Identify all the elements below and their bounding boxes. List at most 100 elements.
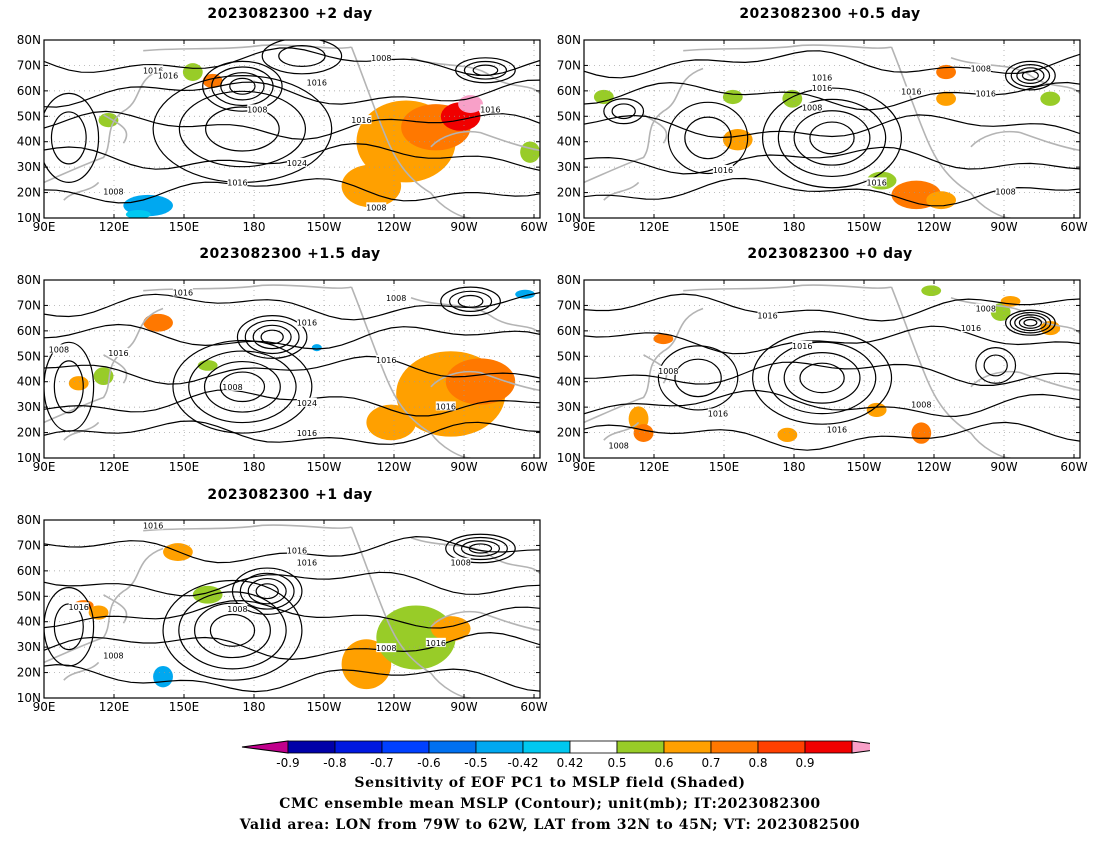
contour-label: 1008 [103, 651, 123, 660]
lon-tick-label: 90W [450, 220, 477, 234]
colorbar-label: 0.7 [701, 756, 720, 770]
colorbar-bin [428, 740, 477, 754]
sensitivity-shading [445, 358, 516, 405]
colorbar-high-triangle [851, 740, 870, 754]
pressure-center-contour [239, 572, 295, 610]
lat-tick-label: 50N [17, 349, 41, 363]
lat-tick-label: 10N [557, 211, 581, 225]
pressure-center-contour [172, 339, 313, 434]
lat-tick-label: 10N [17, 691, 41, 705]
lon-tick-label: 150E [169, 700, 200, 714]
lat-tick-label: 60N [17, 564, 41, 578]
contour-label: 1016 [901, 88, 921, 97]
contour-label: 1016 [812, 84, 832, 93]
lat-tick-label: 40N [17, 375, 41, 389]
pressure-center-contour [252, 324, 292, 350]
contour-label: 1024 [297, 399, 317, 408]
lat-tick-label: 60N [17, 324, 41, 338]
colorbar-bin [287, 740, 336, 754]
contour-label: 1016 [227, 178, 247, 187]
contour-label: 1016 [287, 546, 307, 555]
colorbar-bin [663, 740, 712, 754]
sensitivity-shading [936, 91, 956, 106]
lon-tick-label: 150W [307, 460, 342, 474]
pressure-center-contour [194, 602, 271, 659]
pressure-center-contour [1005, 309, 1056, 336]
lon-tick-label: 60W [1060, 220, 1087, 234]
sensitivity-shading [633, 424, 654, 442]
pressure-center-contour [220, 72, 265, 101]
colorbar-label: -0.42 [507, 756, 538, 770]
lat-tick-label: 20N [17, 426, 41, 440]
lat-tick-label: 10N [17, 451, 41, 465]
contour-label: 1016 [351, 116, 371, 125]
sensitivity-shading [921, 285, 942, 297]
contour-label: 1008 [995, 187, 1015, 196]
isobar-contour [44, 178, 540, 204]
isobar-contour [44, 599, 540, 629]
isobar-contour [44, 631, 540, 661]
pressure-center-contour [1021, 70, 1039, 81]
lat-tick-label: 30N [17, 400, 41, 414]
pressure-center-contour [684, 116, 732, 160]
colorbar-label: -0.8 [323, 756, 346, 770]
contour-label: 1016 [792, 342, 812, 351]
map-panel-plus-1-5-day: 1016 1008 1008 1016 1016 1016 1008 1024 1016 1016… [17, 273, 548, 474]
sensitivity-shading [430, 616, 471, 642]
pressure-center-contour [53, 360, 84, 414]
sensitivity-shading [515, 289, 536, 299]
contour-label: 1016 [827, 426, 847, 435]
colorbar-bin [757, 740, 806, 754]
lon-tick-label: 90W [450, 700, 477, 714]
pressure-center-contour [261, 40, 343, 75]
map-panel-plus-2-day: 1016101610081016100810161024101610081016… [17, 33, 548, 234]
lon-tick-label: 150E [709, 220, 740, 234]
lat-tick-label: 70N [17, 298, 41, 312]
caption-line-2: CMC ensemble mean MSLP (Contour); unit(m… [279, 796, 821, 812]
sensitivity-shading [653, 333, 674, 345]
lat-tick-label: 70N [557, 58, 581, 72]
colorbar-label: 0.42 [557, 756, 584, 770]
contour-label: 1016 [143, 66, 163, 75]
colorbar-bin [804, 740, 853, 754]
contour-label: 1016 [757, 312, 777, 321]
lat-tick-label: 80N [557, 273, 581, 287]
pressure-center-contour [455, 57, 516, 84]
pressure-center-contour [460, 540, 501, 557]
sensitivity-shading [1040, 91, 1061, 106]
lat-tick-label: 60N [17, 84, 41, 98]
lon-tick-label: 150W [847, 460, 882, 474]
contour-label: 1016 [69, 603, 89, 612]
isobar-contour [44, 571, 540, 597]
contour-label: 1008 [49, 345, 69, 354]
colorbar-bin [569, 740, 618, 754]
colorbar-label: 0.8 [748, 756, 767, 770]
pressure-center-contour [1014, 314, 1047, 332]
pressure-center-contour [453, 536, 508, 561]
panel-title-2: 2023082300 +0.5 day [739, 6, 921, 22]
lat-tick-label: 50N [17, 109, 41, 123]
sensitivity-shading [926, 191, 956, 210]
pressure-center-contour [793, 110, 871, 166]
lat-tick-label: 80N [17, 273, 41, 287]
pressure-center-contour [674, 358, 722, 398]
isobar-contour [584, 146, 1080, 175]
sensitivity-shading [722, 89, 743, 105]
lon-tick-label: 120E [639, 220, 670, 234]
colorbar-label: -0.9 [276, 756, 299, 770]
lon-tick-label: 120E [99, 700, 130, 714]
contour-label: 1016 [480, 105, 500, 114]
contour-label: 1016 [173, 288, 193, 297]
lon-tick-label: 90E [573, 220, 596, 234]
pressure-center-contour [44, 92, 100, 183]
colorbar-low-triangle [241, 740, 289, 754]
lon-tick-label: 90E [33, 460, 56, 474]
isobar-contour [584, 421, 1080, 451]
pressure-center-contour [1016, 67, 1045, 84]
pressure-center-contour [983, 354, 1008, 377]
contour-label: 1008 [371, 54, 391, 63]
pressure-center-contour [255, 583, 279, 600]
pressure-center-contour [260, 329, 284, 345]
pressure-center-contour [178, 90, 307, 168]
lon-tick-label: 120W [917, 460, 952, 474]
